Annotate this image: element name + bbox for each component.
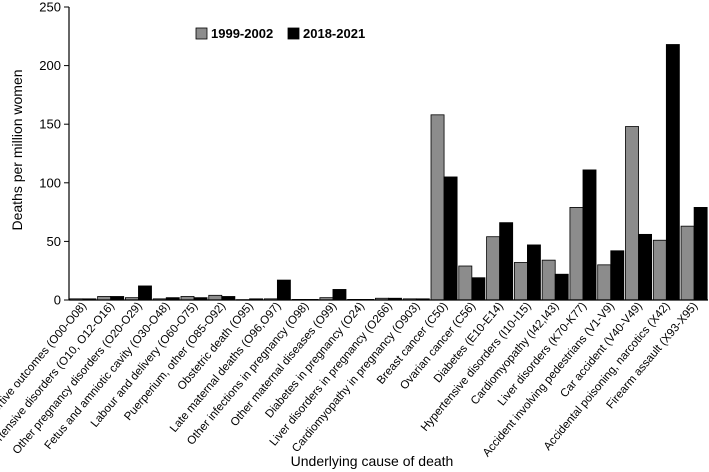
bar-series2 [332, 289, 347, 301]
legend-label: 1999-2002 [211, 26, 273, 41]
bar-series1 [513, 262, 528, 301]
x-ticks: Abortive outcomes (O00-O08)Hypertensive … [0, 300, 701, 464]
bar-series1 [597, 264, 612, 301]
y-tick-label: 200 [39, 58, 61, 73]
bar-series2 [276, 279, 291, 301]
bar-series2 [638, 233, 652, 301]
bar-series1 [208, 294, 223, 301]
bar-series2 [665, 44, 680, 301]
bar-series2 [582, 169, 597, 301]
bar-series2 [499, 222, 514, 301]
bar-series2 [443, 176, 458, 301]
bar-series2 [527, 244, 541, 301]
y-axis-title: Deaths per million women [9, 69, 25, 230]
x-axis-title: Underlying cause of death [291, 453, 454, 469]
bar-series2 [471, 277, 486, 301]
bar-series2 [138, 285, 152, 301]
y-tick-label: 0 [54, 293, 61, 308]
legend: 1999-2002 2018-2021 [195, 26, 365, 41]
bars-layer [69, 44, 708, 301]
legend-label: 2018-2021 [303, 26, 365, 41]
y-tick-label: 150 [39, 117, 61, 132]
bar-series1 [430, 114, 445, 301]
legend-swatch [287, 27, 300, 40]
bar-series2 [554, 273, 569, 301]
bar-series1 [486, 236, 501, 301]
bar-series1 [625, 126, 639, 301]
bar-series2 [610, 250, 625, 301]
legend-swatch [195, 27, 208, 40]
bar-series1 [652, 239, 667, 301]
y-tick-label: 100 [39, 175, 61, 190]
y-tick-label: 50 [47, 234, 61, 249]
bar-series2 [693, 207, 708, 301]
bar-series1 [458, 265, 473, 301]
y-ticks: 0 50 100 150 200 250 [39, 0, 69, 308]
bar-series1 [569, 207, 584, 301]
bar-series1 [541, 259, 556, 301]
y-tick-label: 250 [39, 0, 61, 15]
bar-series1 [680, 225, 695, 301]
